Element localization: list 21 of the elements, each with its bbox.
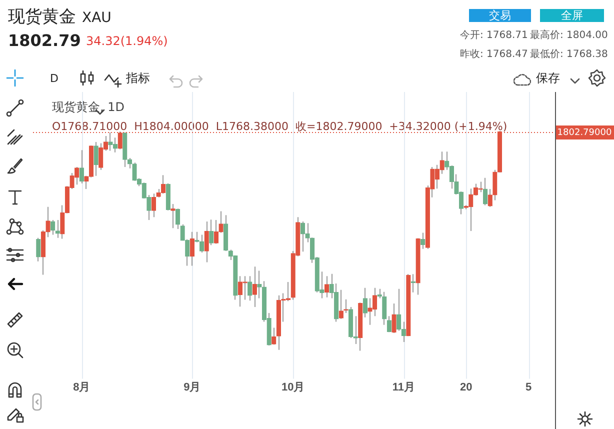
text: 34.32(1.94%) bbox=[86, 34, 168, 48]
x-tick-label: 5 bbox=[526, 381, 532, 394]
text: 交易 bbox=[469, 9, 531, 22]
text: 今开: 1768.71 bbox=[460, 30, 528, 41]
text: D bbox=[50, 72, 58, 85]
text: 昨收: 1768.47 bbox=[460, 49, 528, 60]
text: 最高价: 1804.00 bbox=[530, 30, 608, 41]
text: 全屏 bbox=[540, 9, 604, 22]
text: 保存 bbox=[536, 71, 560, 85]
chart-title: 现货黄金 bbox=[8, 7, 76, 27]
text: 最低价: 1768.38 bbox=[530, 49, 608, 60]
text: 指标 bbox=[126, 71, 150, 85]
x-tick-label: 20 bbox=[460, 381, 472, 394]
text: 1802.79000 bbox=[557, 128, 612, 138]
text: 1802.79 bbox=[8, 31, 81, 50]
x-tick-label: 11月 bbox=[392, 381, 415, 394]
chart-subtitle: XAU bbox=[82, 10, 112, 26]
x-tick-label: 10月 bbox=[281, 381, 305, 394]
x-tick-label: 8月 bbox=[73, 381, 90, 394]
x-tick-label: 9月 bbox=[184, 381, 201, 394]
annotation: O1768.71000 H1804.00000 L1768.38000 收=1802.79000 +34.32000 (+1.94%) bbox=[52, 120, 508, 133]
